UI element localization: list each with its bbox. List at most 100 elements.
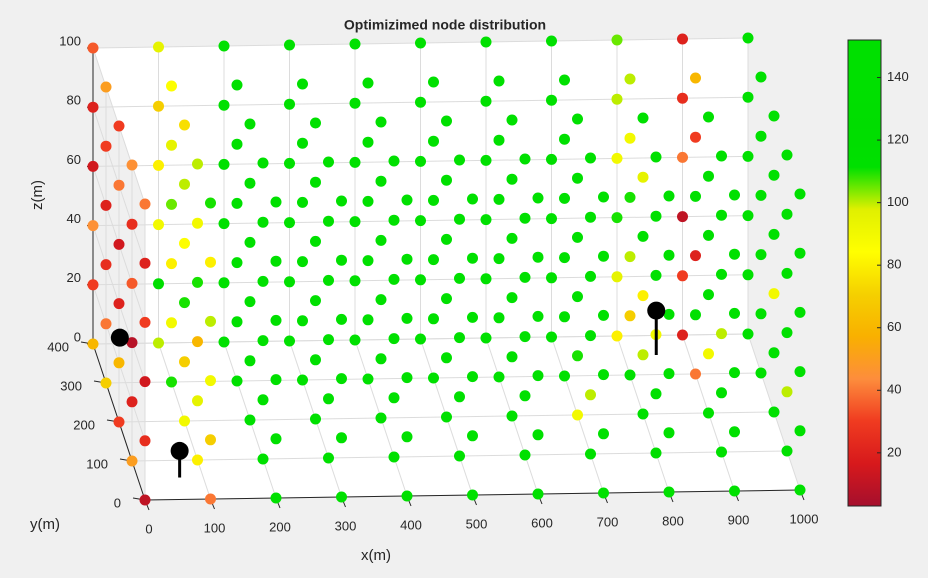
node [585, 270, 596, 282]
node [349, 97, 361, 109]
node [297, 315, 308, 327]
node [532, 429, 544, 441]
node [100, 318, 112, 330]
node [139, 494, 151, 506]
node [257, 216, 269, 228]
node [768, 347, 780, 359]
node [729, 426, 740, 438]
node [480, 332, 492, 344]
node [153, 159, 164, 171]
node [270, 314, 282, 326]
x-tick-label: 900 [728, 512, 750, 527]
node [519, 390, 531, 402]
node [742, 150, 754, 162]
node [349, 334, 361, 346]
z-tick-label: 20 [67, 270, 81, 285]
x-tick-label: 1000 [790, 511, 819, 526]
y-tick-label: 300 [60, 378, 82, 393]
node [244, 118, 256, 130]
node [559, 192, 570, 204]
node [546, 213, 557, 225]
colorbar-tick-label: 40 [887, 382, 901, 397]
node [493, 312, 505, 324]
node [349, 156, 361, 168]
node [624, 369, 636, 381]
node [153, 100, 164, 112]
node [585, 448, 596, 460]
node [794, 366, 806, 378]
node [126, 277, 138, 289]
node [768, 228, 780, 240]
x-tick-label: 0 [145, 521, 152, 536]
node [428, 76, 439, 88]
node [244, 177, 256, 189]
node [637, 171, 649, 183]
node [336, 313, 347, 325]
node [153, 41, 164, 53]
chart-title: Optimizimed node distribution [344, 17, 546, 33]
node [755, 71, 767, 83]
node [401, 372, 413, 384]
z-tick-label: 60 [67, 152, 81, 167]
node [166, 376, 177, 388]
node [297, 78, 308, 90]
node [415, 155, 426, 167]
node [244, 296, 256, 308]
node [506, 410, 518, 422]
node [415, 274, 426, 286]
node [87, 160, 99, 172]
node [113, 120, 125, 132]
x-tick-label: 500 [466, 516, 488, 531]
node [624, 73, 636, 85]
node [87, 338, 99, 350]
node [794, 425, 806, 437]
node [611, 212, 623, 224]
node [113, 238, 125, 250]
node [768, 406, 780, 418]
node [87, 220, 99, 232]
node [467, 311, 478, 323]
node [192, 454, 203, 466]
node [781, 208, 793, 220]
node [126, 159, 138, 171]
node [179, 297, 190, 309]
node [493, 193, 505, 205]
node [323, 452, 334, 464]
node [166, 139, 177, 151]
node [546, 153, 557, 165]
node [428, 372, 439, 384]
node [677, 33, 688, 45]
node [532, 370, 544, 382]
node [415, 215, 426, 227]
node [323, 274, 334, 286]
node [506, 232, 518, 244]
node [637, 290, 649, 302]
node [637, 112, 649, 124]
node [677, 151, 688, 163]
node [585, 389, 596, 401]
node [598, 487, 609, 499]
node [218, 99, 230, 111]
node [441, 115, 452, 127]
node [139, 376, 151, 388]
node [205, 315, 216, 327]
node [231, 316, 243, 328]
node [637, 408, 649, 420]
node [244, 355, 256, 367]
node [270, 196, 282, 208]
node [650, 210, 662, 222]
node [179, 237, 190, 249]
node [598, 428, 609, 440]
node [546, 35, 557, 47]
node [794, 247, 806, 259]
node [166, 317, 177, 329]
node [153, 337, 164, 349]
node [428, 254, 439, 266]
node [205, 434, 216, 446]
x-tick-label: 400 [400, 517, 422, 532]
y-axis-label: y(m) [30, 516, 60, 533]
node [323, 393, 334, 405]
node [690, 309, 701, 321]
node [375, 234, 387, 246]
node [192, 276, 203, 288]
